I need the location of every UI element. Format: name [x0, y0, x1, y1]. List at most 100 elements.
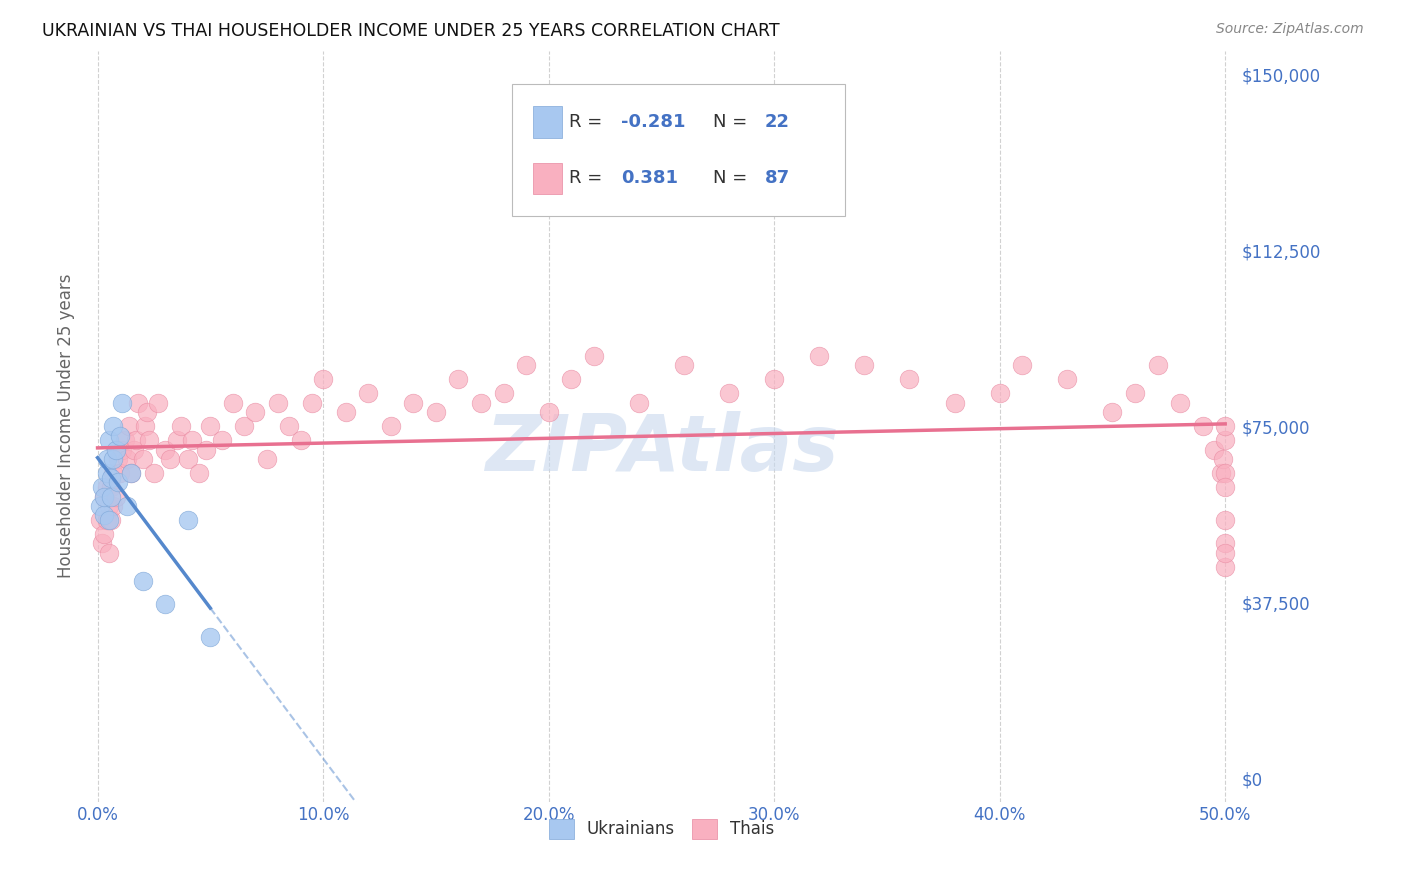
Point: [134, 419, 156, 434]
FancyBboxPatch shape: [533, 162, 562, 194]
Point: [1168, 395, 1191, 409]
Point: [91, 480, 114, 494]
Point: [142, 466, 165, 480]
Point: [107, 475, 129, 490]
Text: 0.381: 0.381: [621, 169, 678, 187]
Point: [560, 372, 582, 386]
Point: [96, 466, 118, 480]
Point: [131, 574, 153, 588]
Point: [1213, 466, 1236, 480]
Point: [104, 490, 127, 504]
Point: [118, 419, 141, 434]
Point: [1213, 419, 1236, 434]
FancyBboxPatch shape: [512, 85, 845, 216]
Point: [290, 434, 312, 448]
Point: [177, 513, 200, 527]
Point: [100, 471, 122, 485]
Point: [159, 452, 181, 467]
Text: N =: N =: [713, 169, 754, 187]
Point: [470, 395, 492, 409]
Point: [188, 466, 211, 480]
Point: [93, 508, 115, 523]
Point: [853, 358, 876, 372]
Point: [111, 395, 134, 409]
Point: [177, 452, 200, 467]
Point: [222, 395, 245, 409]
Point: [91, 536, 114, 550]
Point: [155, 442, 177, 457]
Point: [537, 405, 560, 419]
Text: -0.281: -0.281: [621, 113, 686, 131]
Point: [89, 499, 111, 513]
Point: [1213, 536, 1236, 550]
Point: [898, 372, 921, 386]
Point: [107, 452, 129, 467]
Point: [312, 372, 335, 386]
Point: [97, 513, 120, 527]
Point: [1213, 560, 1236, 574]
Point: [1212, 452, 1234, 467]
Point: [256, 452, 278, 467]
Point: [97, 434, 120, 448]
Text: UKRAINIAN VS THAI HOUSEHOLDER INCOME UNDER 25 YEARS CORRELATION CHART: UKRAINIAN VS THAI HOUSEHOLDER INCOME UND…: [42, 22, 780, 40]
Point: [166, 434, 188, 448]
Point: [96, 480, 118, 494]
Point: [155, 598, 177, 612]
Point: [1101, 405, 1123, 419]
Point: [1209, 466, 1232, 480]
Point: [103, 466, 125, 480]
Point: [93, 490, 115, 504]
Point: [181, 434, 204, 448]
Point: [278, 419, 301, 434]
Text: N =: N =: [713, 113, 754, 131]
Point: [108, 428, 131, 442]
FancyBboxPatch shape: [533, 106, 562, 137]
Point: [115, 452, 138, 467]
Point: [357, 386, 380, 401]
Point: [131, 452, 153, 467]
Legend: Ukrainians, Thais: Ukrainians, Thais: [541, 812, 780, 846]
Point: [245, 405, 267, 419]
Y-axis label: Householder Income Under 25 years: Householder Income Under 25 years: [58, 274, 75, 578]
Point: [1056, 372, 1078, 386]
Point: [114, 434, 136, 448]
Point: [301, 395, 323, 409]
Point: [1213, 434, 1236, 448]
Point: [138, 434, 160, 448]
Point: [96, 513, 118, 527]
Point: [1191, 419, 1213, 434]
Point: [988, 386, 1011, 401]
Point: [1213, 546, 1236, 560]
Point: [515, 358, 537, 372]
Point: [1202, 442, 1225, 457]
Point: [120, 466, 142, 480]
Text: R =: R =: [569, 113, 609, 131]
Point: [148, 395, 170, 409]
Point: [120, 466, 142, 480]
Point: [763, 372, 786, 386]
Point: [170, 419, 193, 434]
Point: [111, 442, 134, 457]
Point: [267, 395, 290, 409]
Point: [127, 395, 149, 409]
Point: [100, 480, 122, 494]
Point: [125, 434, 148, 448]
Point: [108, 466, 131, 480]
Point: [335, 405, 357, 419]
Point: [100, 490, 122, 504]
Point: [447, 372, 470, 386]
Point: [425, 405, 447, 419]
Point: [97, 546, 120, 560]
Point: [233, 419, 256, 434]
Point: [718, 386, 741, 401]
Point: [103, 452, 125, 467]
Point: [100, 513, 122, 527]
Text: R =: R =: [569, 169, 609, 187]
Point: [1213, 480, 1236, 494]
Point: [492, 386, 515, 401]
Point: [380, 419, 402, 434]
Point: [808, 349, 831, 363]
Point: [89, 513, 111, 527]
Point: [115, 499, 138, 513]
Point: [103, 499, 125, 513]
